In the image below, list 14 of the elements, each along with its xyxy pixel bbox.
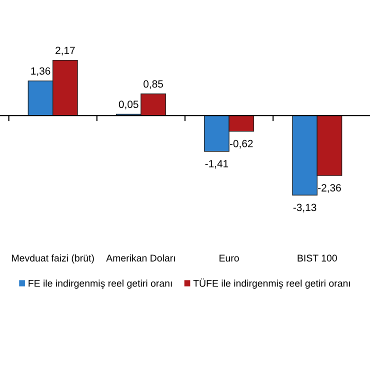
data-label: -3,13 xyxy=(293,204,316,212)
legend-label: TÜFE ile indirgenmiş reel getiri oranı xyxy=(193,278,350,289)
x-tick-label: Mevduat faizi (brüt) xyxy=(12,254,94,264)
x-tick-label: BIST 100 xyxy=(298,254,337,262)
data-label: 0,05 xyxy=(118,100,138,110)
data-label: -2,36 xyxy=(318,184,341,193)
data-label: 0,85 xyxy=(144,80,163,89)
legend-label: FE ile indirgenmiş reel getiri oranı xyxy=(28,280,172,289)
x-tick-label: Amerikan Doları xyxy=(106,254,175,262)
data-label: 1,36 xyxy=(31,67,50,76)
data-label: -1,41 xyxy=(205,160,228,169)
x-tick-label: Euro xyxy=(220,254,239,262)
data-label: -0,62 xyxy=(230,140,253,149)
data-label: 2,17 xyxy=(56,46,75,56)
